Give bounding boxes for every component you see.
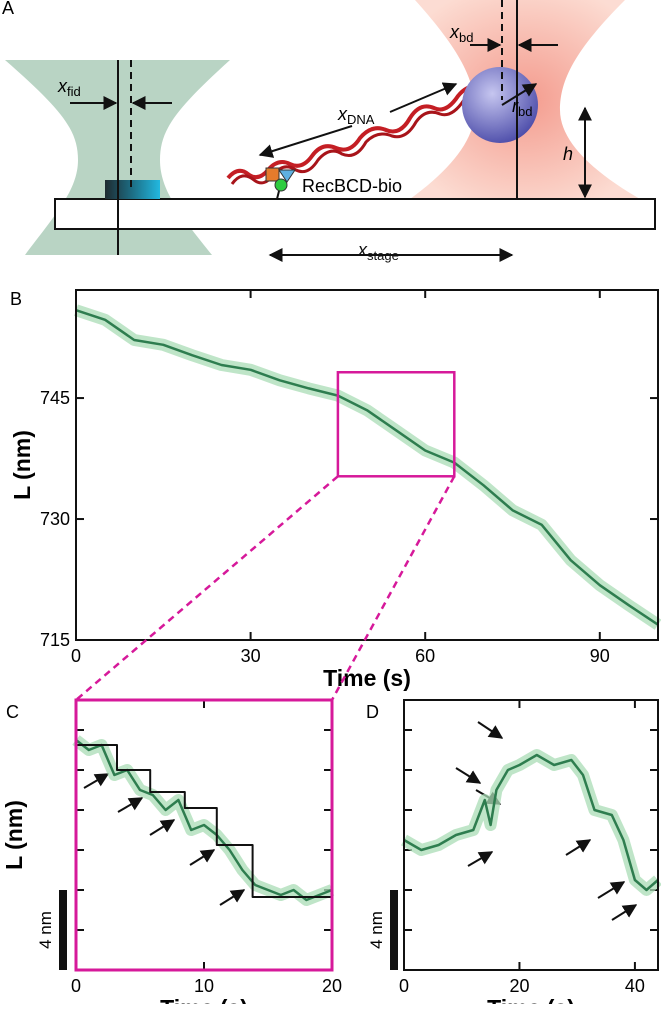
x-axis-label: Time (s) xyxy=(160,995,248,1004)
x-tick-label: 30 xyxy=(241,646,261,666)
panel-label: B xyxy=(10,289,22,309)
x-tick-label: 10 xyxy=(194,976,214,996)
x-tick-label: 90 xyxy=(590,646,610,666)
y-tick-label: 745 xyxy=(40,388,70,408)
x-axis-label: Time (s) xyxy=(323,665,411,691)
panel-label: A xyxy=(2,0,14,18)
label: xbd xyxy=(449,22,473,45)
x-tick-label: 60 xyxy=(415,646,435,666)
biotin xyxy=(274,178,288,192)
x-tick-label: 0 xyxy=(399,976,409,996)
step-arrows xyxy=(83,721,638,921)
x-tick-label: 40 xyxy=(625,976,645,996)
stage xyxy=(54,198,656,230)
data-line xyxy=(75,309,659,626)
data-line xyxy=(75,739,333,902)
data-line xyxy=(403,753,659,892)
panel-label: C xyxy=(6,702,19,722)
recbcd xyxy=(265,167,280,182)
data-line xyxy=(76,744,332,898)
arrow xyxy=(258,125,353,158)
panel-label: D xyxy=(366,702,379,722)
noise-band xyxy=(72,735,335,906)
zoom-connector xyxy=(330,475,456,701)
zoom-connector xyxy=(75,475,339,701)
plot-frame xyxy=(74,698,334,972)
fiducial xyxy=(105,180,160,199)
arrow xyxy=(501,83,538,106)
label: rbd xyxy=(512,96,532,119)
zoom-box xyxy=(336,371,456,478)
recbcd xyxy=(278,169,296,183)
y-tick-label: 730 xyxy=(40,509,70,529)
x-tick-label: 20 xyxy=(509,976,529,996)
x-tick-label: 0 xyxy=(71,646,81,666)
x-tick-label: 0 xyxy=(71,976,81,996)
label: xDNA xyxy=(337,104,375,127)
scale-bar-label: 4 nm xyxy=(367,911,386,949)
label: xfid xyxy=(57,76,81,99)
label: h xyxy=(563,144,573,164)
bead xyxy=(462,67,538,143)
x-tick-label: 20 xyxy=(322,976,342,996)
x-axis-label: Time (s) xyxy=(487,995,575,1004)
y-axis-label: L (nm) xyxy=(9,430,35,500)
noise-band xyxy=(74,304,661,630)
y-tick-label: 715 xyxy=(40,630,70,650)
plot-frame xyxy=(403,699,659,971)
y-axis-label: L (nm) xyxy=(1,800,27,870)
tether xyxy=(276,190,280,200)
panel-a: A xfid xbd rbd h xDNA RecBCD-bio xstage xyxy=(2,0,656,263)
label: xstage xyxy=(357,240,399,263)
scale-bar-label: 4 nm xyxy=(36,911,55,949)
plot-frame xyxy=(75,289,659,641)
dna xyxy=(226,84,477,180)
noise-band xyxy=(400,749,661,896)
label: RecBCD-bio xyxy=(302,176,402,196)
arrow xyxy=(389,82,458,113)
